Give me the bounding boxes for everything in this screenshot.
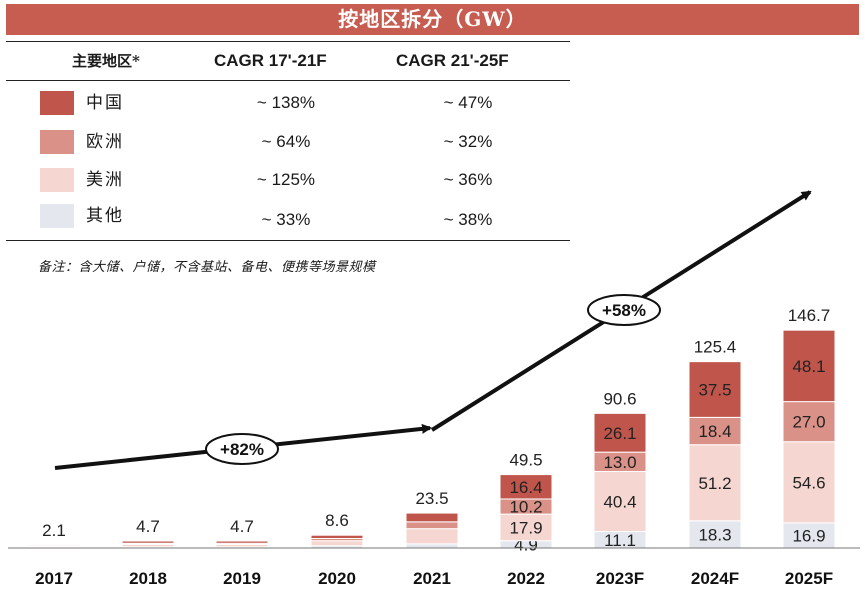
bar-segment-2019-s3 [215, 540, 269, 544]
x-tick-label-2019: 2019 [223, 569, 261, 588]
bar-segment-2020-s3 [310, 534, 364, 539]
legend-swatch-americas [40, 168, 74, 192]
segment-label-2025f-s2: 27.0 [792, 413, 825, 432]
table-header-region: 主要地区* [72, 52, 140, 70]
bar-segment-2021-s3 [405, 512, 459, 523]
total-label-2018: 4.7 [136, 517, 160, 536]
table-header-rule [6, 80, 570, 81]
total-label-2024f: 125.4 [694, 338, 737, 357]
growth-badge-1 [205, 433, 279, 465]
segment-label-2024f-s3: 37.5 [698, 381, 731, 400]
segment-label-2023f-s2: 13.0 [603, 453, 636, 472]
growth-label-2: +58% [602, 301, 646, 320]
bar-segment-2021-s0 [405, 543, 459, 549]
x-tick-label-2025f: 2025F [785, 569, 833, 588]
x-tick-label-2022: 2022 [507, 569, 545, 588]
bar-segment-2022-s3 [499, 474, 553, 500]
segment-label-2022-s1: 17.9 [509, 518, 542, 537]
bar-segment-2020-s1 [310, 540, 364, 547]
segment-label-2023f-s3: 26.1 [603, 424, 636, 443]
cagr2-other: ~ 38% [443, 210, 493, 229]
bar-segment-2024f-s3 [688, 361, 742, 418]
segment-label-2024f-s1: 51.2 [698, 474, 731, 493]
table-top-rule [6, 41, 570, 42]
bar-segment-2023f-s1 [593, 470, 647, 533]
bar-segment-2024f-s2 [688, 416, 742, 446]
bar-segment-2024f-s1 [688, 444, 742, 522]
legend-swatch-other [40, 204, 74, 228]
growth-label-1: +82% [220, 440, 264, 459]
segment-label-2025f-s1: 54.6 [792, 473, 825, 492]
total-label-2025f: 146.7 [788, 306, 831, 325]
segment-label-2024f-s2: 18.4 [698, 422, 731, 441]
bar-segment-2023f-s3 [593, 412, 647, 453]
cagr2-china: ~ 47% [443, 93, 493, 112]
bar-segment-2021-s2 [405, 521, 459, 530]
table-header-cagr-1: CAGR 17'-21F [214, 51, 327, 70]
x-tick-label-2017: 2017 [35, 569, 73, 588]
table-bottom-rule [6, 240, 570, 241]
bar-segment-2018-s3 [121, 540, 175, 544]
segment-label-2022-s3: 16.4 [509, 478, 542, 497]
total-label-2019: 4.7 [230, 517, 254, 536]
cagr2-americas: ~ 36% [443, 170, 493, 189]
x-tick-label-2018: 2018 [129, 569, 167, 588]
segment-label-2025f-s3: 48.1 [792, 357, 825, 376]
legend-swatch-europe [40, 130, 74, 154]
x-tick-label-2021: 2021 [413, 569, 451, 588]
growth-badge-2 [587, 294, 661, 326]
cagr1-other: ~ 33% [261, 210, 311, 229]
segment-label-2023f-s1: 40.4 [603, 492, 636, 511]
bar-segment-2017-s3 [27, 544, 81, 547]
region-label-americas: 美洲 [86, 170, 124, 190]
cagr1-europe: ~ 64% [261, 132, 311, 151]
bar-segment-2021-s1 [405, 528, 459, 545]
segment-label-2025f-s0: 16.9 [792, 526, 825, 545]
total-label-2021: 23.5 [415, 489, 448, 508]
cagr2-europe: ~ 32% [443, 132, 493, 151]
bar-segment-2025f-s3 [782, 329, 836, 403]
legend-swatch-china [40, 91, 74, 115]
region-label-china: 中国 [86, 93, 124, 113]
cagr1-china: ~ 138% [256, 93, 316, 112]
x-tick-label-2020: 2020 [318, 569, 356, 588]
footnote: 备注：含大储、户储，不含基站、备电、便携等场景规模 [38, 260, 376, 275]
total-label-2020: 8.6 [325, 511, 349, 530]
x-tick-label-2024f: 2024F [691, 569, 739, 588]
segment-label-2024f-s0: 18.3 [698, 525, 731, 544]
x-tick-label-2023f: 2023F [596, 569, 644, 588]
cagr1-americas: ~ 125% [256, 170, 316, 189]
table-header-cagr-2: CAGR 21'-25F [396, 51, 509, 70]
segment-label-2022-s2: 10.2 [509, 498, 542, 517]
region-label-europe: 欧洲 [86, 132, 124, 152]
total-label-2017: 2.1 [42, 521, 66, 540]
chart-title: 按地区拆分（GW） [6, 4, 859, 35]
region-label-other: 其他 [86, 206, 124, 226]
total-label-2023f: 90.6 [603, 389, 636, 408]
total-label-2022: 49.5 [509, 451, 542, 470]
segment-label-2023f-s0: 11.1 [604, 531, 636, 550]
